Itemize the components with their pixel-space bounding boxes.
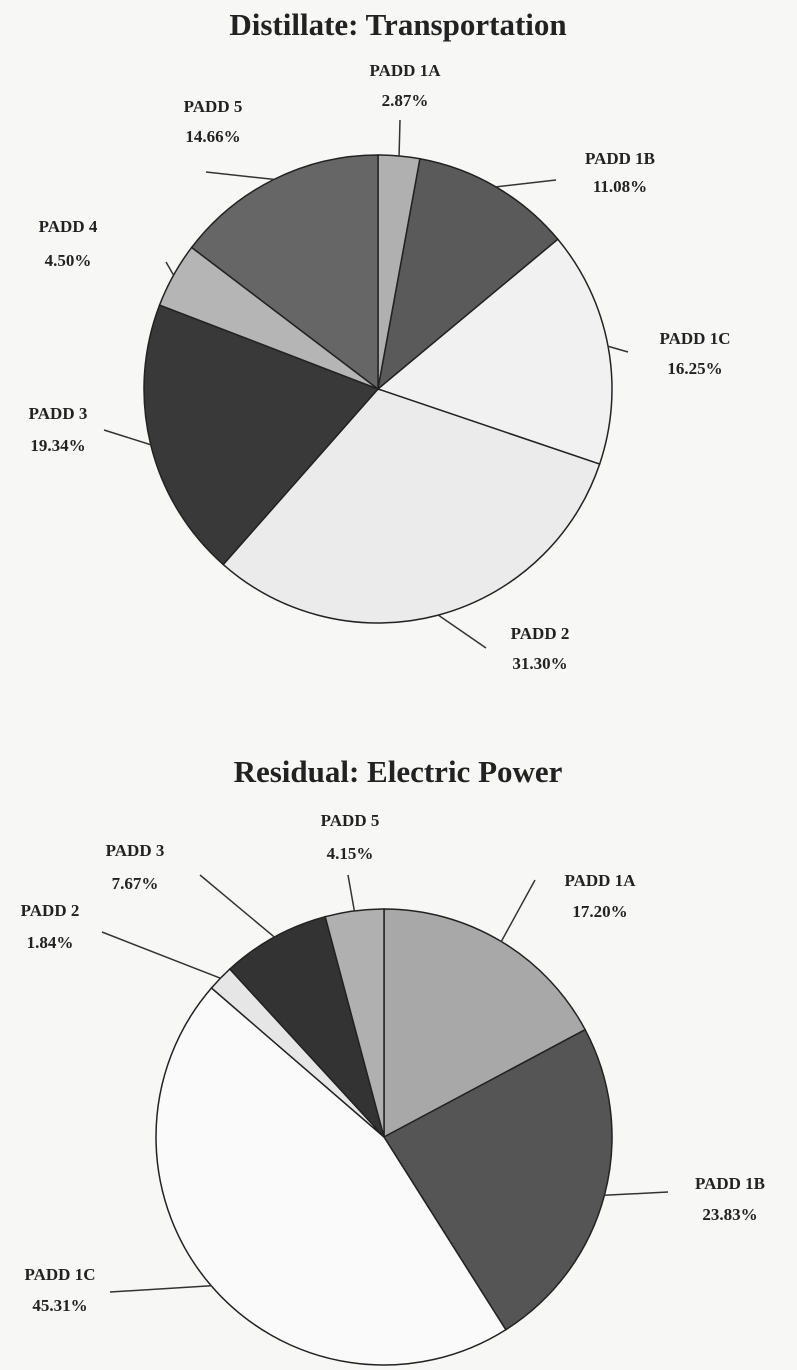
slice-name: PADD 1B — [695, 1174, 765, 1193]
pie-slice — [383, 908, 587, 1139]
pie-slice — [324, 908, 385, 1138]
slice-value-label: 23.83% — [702, 1205, 757, 1224]
slice-value-label: 17.20% — [572, 902, 627, 921]
slice-name: PADD 3 — [29, 404, 88, 423]
pie-slice — [228, 915, 385, 1138]
pie-slice — [376, 238, 613, 466]
slice-value-label: 4.15% — [327, 844, 374, 863]
slice-name: PADD 1B — [585, 149, 655, 168]
slice-name: PADD 3 — [106, 841, 165, 860]
slice-name: PADD 2 — [511, 624, 570, 643]
pie-slice — [222, 388, 601, 624]
chart-title: Residual: Electric Power — [234, 754, 563, 789]
leader-line — [103, 429, 151, 446]
leader-line — [205, 171, 275, 181]
slice-value-label: 19.34% — [30, 436, 85, 455]
slice-name: PADD 1A — [370, 61, 442, 80]
leader-line — [500, 879, 536, 942]
slice-value-label: 7.67% — [112, 874, 159, 893]
slice-value-label: 31.30% — [512, 654, 567, 673]
slice-value-label: 2.87% — [382, 91, 429, 110]
leader-line — [604, 1191, 669, 1197]
leader-line — [607, 345, 629, 353]
leader-line — [165, 261, 175, 276]
slice-value-label: 11.08% — [593, 177, 647, 196]
slice-value-label: 1.84% — [27, 933, 74, 952]
leader-line — [347, 874, 356, 912]
pie-slice — [143, 304, 380, 566]
slice-name: PADD 1C — [25, 1265, 96, 1284]
slice-name: PADD 5 — [184, 97, 243, 116]
leader-line — [495, 179, 557, 188]
leader-line — [199, 874, 275, 938]
slice-name: PADD 2 — [21, 901, 80, 920]
leader-line — [437, 614, 487, 649]
slice-value-label: 14.66% — [185, 127, 240, 146]
pie-slice — [190, 154, 379, 391]
slice-value-label: 45.31% — [32, 1296, 87, 1315]
slice-name: PADD 1C — [660, 329, 731, 348]
leader-line — [398, 119, 401, 156]
slice-name: PADD 1A — [565, 871, 637, 890]
leader-line — [101, 931, 221, 979]
leader-line — [109, 1285, 212, 1293]
slice-name: PADD 4 — [39, 217, 98, 236]
chart-title: Distillate: Transportation — [229, 7, 566, 42]
slice-value-label: 16.25% — [667, 359, 722, 378]
slice-name: PADD 5 — [321, 811, 380, 830]
slice-value-label: 4.50% — [45, 251, 92, 270]
pie-slice — [376, 157, 559, 391]
